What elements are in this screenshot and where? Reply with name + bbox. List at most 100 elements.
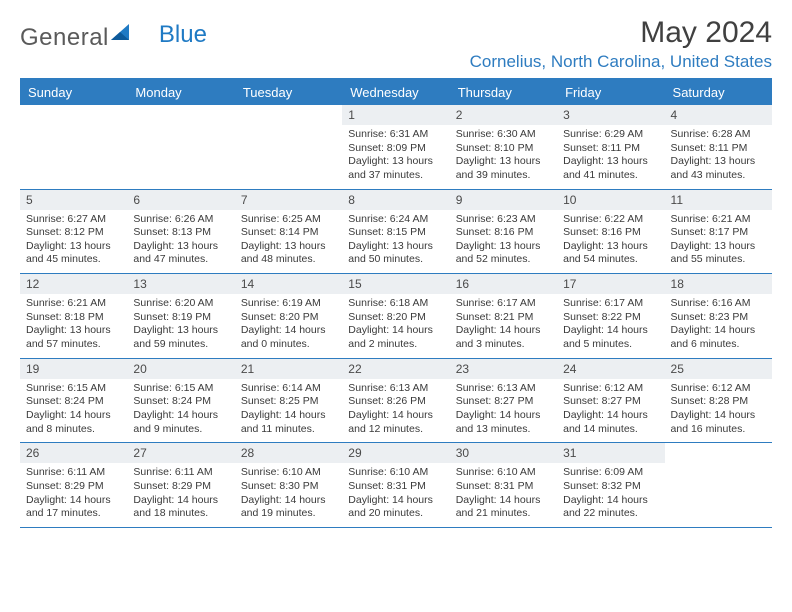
day-number: 30 bbox=[450, 443, 557, 463]
daylight-text: Daylight: 14 hours and 22 minutes. bbox=[563, 494, 658, 521]
daylight-text: Daylight: 14 hours and 6 minutes. bbox=[671, 324, 766, 351]
day-cell bbox=[235, 105, 342, 189]
day-number: 24 bbox=[557, 359, 664, 379]
daylight-text: Daylight: 13 hours and 47 minutes. bbox=[133, 240, 228, 267]
location-subtitle: Cornelius, North Carolina, United States bbox=[470, 52, 772, 72]
sunrise-text: Sunrise: 6:27 AM bbox=[26, 213, 121, 227]
sunset-text: Sunset: 8:24 PM bbox=[26, 395, 121, 409]
daylight-text: Daylight: 14 hours and 0 minutes. bbox=[241, 324, 336, 351]
day-cell: 21Sunrise: 6:14 AMSunset: 8:25 PMDayligh… bbox=[235, 359, 342, 443]
day-details: Sunrise: 6:18 AMSunset: 8:20 PMDaylight:… bbox=[342, 294, 449, 358]
day-cell: 18Sunrise: 6:16 AMSunset: 8:23 PMDayligh… bbox=[665, 274, 772, 358]
sunrise-text: Sunrise: 6:10 AM bbox=[456, 466, 551, 480]
sunrise-text: Sunrise: 6:30 AM bbox=[456, 128, 551, 142]
day-details: Sunrise: 6:09 AMSunset: 8:32 PMDaylight:… bbox=[557, 463, 664, 527]
sunset-text: Sunset: 8:22 PM bbox=[563, 311, 658, 325]
day-number: 14 bbox=[235, 274, 342, 294]
day-number: 17 bbox=[557, 274, 664, 294]
day-details: Sunrise: 6:12 AMSunset: 8:28 PMDaylight:… bbox=[665, 379, 772, 443]
sunset-text: Sunset: 8:29 PM bbox=[26, 480, 121, 494]
day-number bbox=[20, 105, 127, 125]
sunrise-text: Sunrise: 6:17 AM bbox=[456, 297, 551, 311]
daylight-text: Daylight: 14 hours and 16 minutes. bbox=[671, 409, 766, 436]
day-cell: 2Sunrise: 6:30 AMSunset: 8:10 PMDaylight… bbox=[450, 105, 557, 189]
day-details: Sunrise: 6:30 AMSunset: 8:10 PMDaylight:… bbox=[450, 125, 557, 189]
sunrise-text: Sunrise: 6:11 AM bbox=[26, 466, 121, 480]
day-number: 12 bbox=[20, 274, 127, 294]
daylight-text: Daylight: 13 hours and 59 minutes. bbox=[133, 324, 228, 351]
sunset-text: Sunset: 8:15 PM bbox=[348, 226, 443, 240]
daylight-text: Daylight: 14 hours and 9 minutes. bbox=[133, 409, 228, 436]
day-details bbox=[665, 463, 772, 527]
sunset-text: Sunset: 8:30 PM bbox=[241, 480, 336, 494]
weekday-header: Saturday bbox=[665, 80, 772, 105]
sunrise-text: Sunrise: 6:21 AM bbox=[26, 297, 121, 311]
day-cell: 26Sunrise: 6:11 AMSunset: 8:29 PMDayligh… bbox=[20, 443, 127, 527]
sunrise-text: Sunrise: 6:12 AM bbox=[671, 382, 766, 396]
day-cell: 15Sunrise: 6:18 AMSunset: 8:20 PMDayligh… bbox=[342, 274, 449, 358]
day-number: 21 bbox=[235, 359, 342, 379]
daylight-text: Daylight: 14 hours and 11 minutes. bbox=[241, 409, 336, 436]
day-details: Sunrise: 6:20 AMSunset: 8:19 PMDaylight:… bbox=[127, 294, 234, 358]
daylight-text: Daylight: 13 hours and 55 minutes. bbox=[671, 240, 766, 267]
day-cell: 1Sunrise: 6:31 AMSunset: 8:09 PMDaylight… bbox=[342, 105, 449, 189]
day-details: Sunrise: 6:26 AMSunset: 8:13 PMDaylight:… bbox=[127, 210, 234, 274]
sunset-text: Sunset: 8:17 PM bbox=[671, 226, 766, 240]
day-number: 20 bbox=[127, 359, 234, 379]
header: GeneralBlue May 2024 Cornelius, North Ca… bbox=[20, 16, 772, 72]
sunset-text: Sunset: 8:09 PM bbox=[348, 142, 443, 156]
day-details: Sunrise: 6:11 AMSunset: 8:29 PMDaylight:… bbox=[20, 463, 127, 527]
day-details: Sunrise: 6:21 AMSunset: 8:17 PMDaylight:… bbox=[665, 210, 772, 274]
day-cell: 28Sunrise: 6:10 AMSunset: 8:30 PMDayligh… bbox=[235, 443, 342, 527]
sunset-text: Sunset: 8:26 PM bbox=[348, 395, 443, 409]
day-details: Sunrise: 6:15 AMSunset: 8:24 PMDaylight:… bbox=[127, 379, 234, 443]
sunset-text: Sunset: 8:31 PM bbox=[456, 480, 551, 494]
day-details: Sunrise: 6:25 AMSunset: 8:14 PMDaylight:… bbox=[235, 210, 342, 274]
sunrise-text: Sunrise: 6:25 AM bbox=[241, 213, 336, 227]
day-number: 15 bbox=[342, 274, 449, 294]
daylight-text: Daylight: 14 hours and 12 minutes. bbox=[348, 409, 443, 436]
week-row: 5Sunrise: 6:27 AMSunset: 8:12 PMDaylight… bbox=[20, 190, 772, 275]
day-details: Sunrise: 6:11 AMSunset: 8:29 PMDaylight:… bbox=[127, 463, 234, 527]
day-cell bbox=[20, 105, 127, 189]
day-cell: 4Sunrise: 6:28 AMSunset: 8:11 PMDaylight… bbox=[665, 105, 772, 189]
daylight-text: Daylight: 13 hours and 43 minutes. bbox=[671, 155, 766, 182]
weekday-header: Sunday bbox=[20, 80, 127, 105]
day-details: Sunrise: 6:12 AMSunset: 8:27 PMDaylight:… bbox=[557, 379, 664, 443]
day-number: 7 bbox=[235, 190, 342, 210]
sunset-text: Sunset: 8:23 PM bbox=[671, 311, 766, 325]
day-cell: 16Sunrise: 6:17 AMSunset: 8:21 PMDayligh… bbox=[450, 274, 557, 358]
day-number: 22 bbox=[342, 359, 449, 379]
day-number: 11 bbox=[665, 190, 772, 210]
daylight-text: Daylight: 13 hours and 37 minutes. bbox=[348, 155, 443, 182]
daylight-text: Daylight: 13 hours and 57 minutes. bbox=[26, 324, 121, 351]
day-cell: 12Sunrise: 6:21 AMSunset: 8:18 PMDayligh… bbox=[20, 274, 127, 358]
daylight-text: Daylight: 14 hours and 18 minutes. bbox=[133, 494, 228, 521]
sunset-text: Sunset: 8:10 PM bbox=[456, 142, 551, 156]
daylight-text: Daylight: 13 hours and 41 minutes. bbox=[563, 155, 658, 182]
weekday-header: Monday bbox=[127, 80, 234, 105]
day-cell: 24Sunrise: 6:12 AMSunset: 8:27 PMDayligh… bbox=[557, 359, 664, 443]
day-number: 6 bbox=[127, 190, 234, 210]
day-cell: 14Sunrise: 6:19 AMSunset: 8:20 PMDayligh… bbox=[235, 274, 342, 358]
day-details: Sunrise: 6:10 AMSunset: 8:31 PMDaylight:… bbox=[450, 463, 557, 527]
day-details: Sunrise: 6:28 AMSunset: 8:11 PMDaylight:… bbox=[665, 125, 772, 189]
day-number: 9 bbox=[450, 190, 557, 210]
day-details: Sunrise: 6:21 AMSunset: 8:18 PMDaylight:… bbox=[20, 294, 127, 358]
day-cell: 5Sunrise: 6:27 AMSunset: 8:12 PMDaylight… bbox=[20, 190, 127, 274]
day-cell: 20Sunrise: 6:15 AMSunset: 8:24 PMDayligh… bbox=[127, 359, 234, 443]
sunrise-text: Sunrise: 6:20 AM bbox=[133, 297, 228, 311]
weekday-header: Tuesday bbox=[235, 80, 342, 105]
sunset-text: Sunset: 8:32 PM bbox=[563, 480, 658, 494]
day-cell: 29Sunrise: 6:10 AMSunset: 8:31 PMDayligh… bbox=[342, 443, 449, 527]
day-cell: 13Sunrise: 6:20 AMSunset: 8:19 PMDayligh… bbox=[127, 274, 234, 358]
daylight-text: Daylight: 14 hours and 5 minutes. bbox=[563, 324, 658, 351]
day-cell: 7Sunrise: 6:25 AMSunset: 8:14 PMDaylight… bbox=[235, 190, 342, 274]
weekday-header: Thursday bbox=[450, 80, 557, 105]
day-number: 19 bbox=[20, 359, 127, 379]
day-details: Sunrise: 6:13 AMSunset: 8:27 PMDaylight:… bbox=[450, 379, 557, 443]
day-number: 10 bbox=[557, 190, 664, 210]
daylight-text: Daylight: 14 hours and 2 minutes. bbox=[348, 324, 443, 351]
day-cell: 19Sunrise: 6:15 AMSunset: 8:24 PMDayligh… bbox=[20, 359, 127, 443]
sunset-text: Sunset: 8:20 PM bbox=[348, 311, 443, 325]
